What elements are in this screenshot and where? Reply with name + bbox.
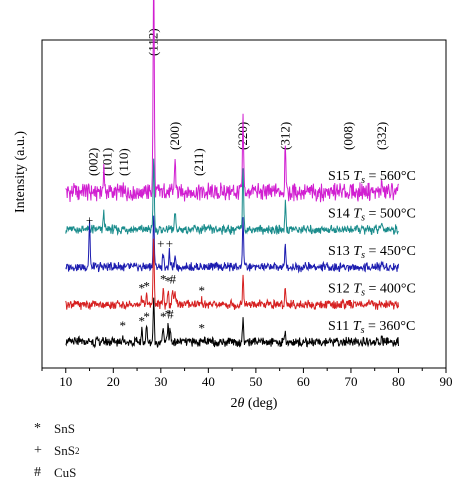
series-line-s14	[65, 158, 399, 236]
peak-label: (008)	[341, 122, 356, 150]
phase-marker: +	[166, 236, 173, 251]
series-line-s13	[65, 215, 399, 274]
peak-label: (110)	[116, 148, 131, 176]
x-tick-label: 70	[344, 374, 357, 389]
plot-frame	[41, 39, 447, 369]
x-tick-label: 90	[440, 374, 453, 389]
series-label-s14: S14 Ts = 500°C	[328, 207, 416, 224]
legend-symbol: *	[34, 421, 41, 436]
legend-label: SnS	[54, 421, 75, 436]
legend-item-sns2: + SnS 2	[34, 440, 79, 462]
phase-marker: *	[160, 309, 167, 324]
peak-label: (002)	[85, 148, 100, 176]
peak-label: (101)	[100, 148, 115, 176]
phase-marker: *	[165, 307, 172, 322]
phase-legend: * SnS + SnS 2 # CuS	[34, 418, 79, 484]
series-line-s11	[65, 297, 399, 349]
legend-label: CuS	[54, 465, 77, 480]
x-axis-label: 2θ (deg)	[231, 396, 278, 411]
phase-marker: #	[167, 307, 174, 322]
x-tick-label: 60	[297, 374, 310, 389]
legend-item-cus: # CuS	[34, 462, 79, 484]
legend-item-sns: * SnS	[34, 418, 79, 440]
x-tick-label: 10	[59, 374, 72, 389]
x-tick-label: 80	[392, 374, 405, 389]
legend-subscript: 2	[74, 446, 80, 456]
peak-label: (211)	[191, 148, 206, 176]
phase-marker: *	[143, 309, 150, 324]
series-group	[65, 0, 399, 349]
series-label-s12: S12 Ts = 400°C	[328, 282, 416, 299]
y-axis-label: Intensity (a.u.)	[13, 131, 28, 213]
series-line-s15	[65, 0, 399, 203]
phase-marker: *	[198, 320, 205, 335]
axes: 10 20 30 40 50 60 70 80 90	[41, 39, 453, 389]
series-label-s11: S11 Ts = 360°C	[328, 319, 415, 336]
phase-marker: *	[198, 283, 205, 298]
phase-markers: ++ +** **#** ** **#*	[86, 213, 205, 336]
legend-symbol: +	[34, 443, 42, 458]
legend-label: SnS	[54, 443, 75, 458]
phase-marker: +	[86, 213, 93, 228]
peak-label: (332)	[374, 122, 389, 150]
phase-marker: *	[120, 318, 127, 333]
x-tick-label: 50	[249, 374, 262, 389]
series-label-s13: S13 Ts = 450°C	[328, 244, 416, 261]
phase-marker: *	[160, 271, 167, 286]
x-tick-label: 30	[154, 374, 167, 389]
series-label-s15: S15 Ts = 560°C	[328, 169, 416, 186]
series-line-s12	[65, 238, 399, 311]
legend-symbol: #	[34, 465, 41, 480]
x-tick-label: 20	[107, 374, 120, 389]
phase-marker: *	[139, 281, 146, 296]
peak-labels: (002) (101) (110)(112)(200)(211)(220) (312)…	[85, 28, 389, 176]
series-labels: S15 Ts = 560°C S14 Ts = 500°C S13 Ts = 450…	[328, 169, 416, 336]
phase-marker: *	[139, 314, 146, 329]
peak-label: (200)	[167, 122, 182, 150]
phase-marker: +	[157, 236, 164, 251]
x-tick-label: 40	[202, 374, 215, 389]
peak-label: (312)	[277, 122, 292, 150]
phase-marker: *	[165, 274, 172, 289]
phase-marker: #	[169, 271, 176, 286]
phase-marker: *	[143, 278, 150, 293]
